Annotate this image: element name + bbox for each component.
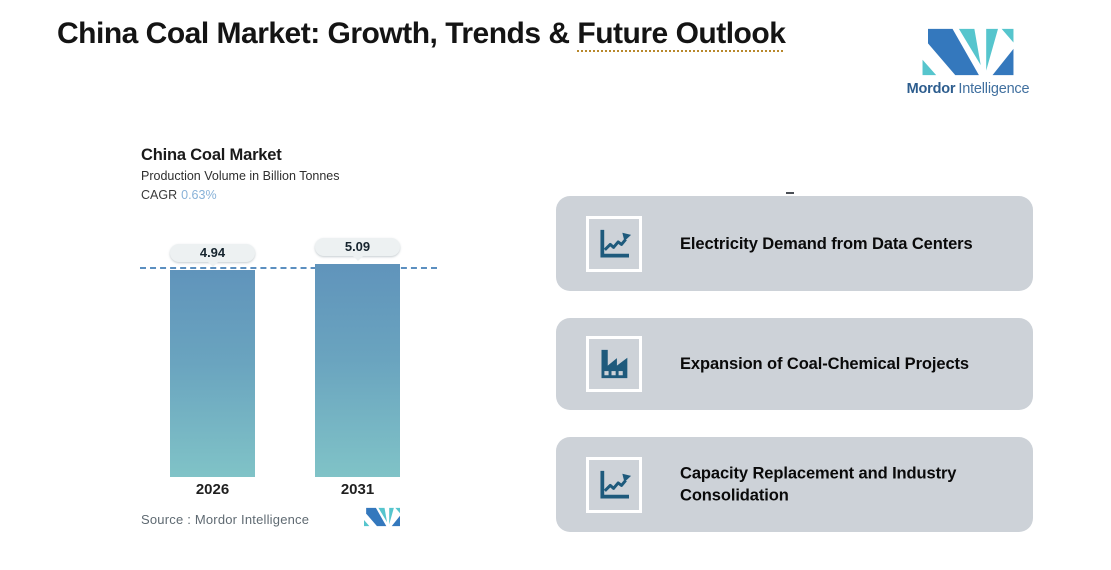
page-title-prefix: China Coal Market: Growth, Trends & — [57, 17, 578, 50]
reference-dashed-line — [140, 267, 437, 269]
driver-card-capacity-replacement: Capacity Replacement and Industry Consol… — [556, 437, 1033, 532]
page-title-underlined: Future Outlook — [577, 17, 786, 50]
card-label: Capacity Replacement and Industry Consol… — [680, 464, 957, 505]
line-chart-up-icon — [600, 229, 632, 258]
value-label-2026: 4.94 — [170, 244, 255, 267]
brand-logo: Mordor Intelligence — [903, 27, 1033, 97]
driver-card-electricity-demand: Electricity Demand from Data Centers — [556, 196, 1033, 291]
mordor-logo-icon — [922, 28, 1014, 76]
chart-subtitle: Production Volume in Billion Tonnes — [141, 169, 340, 183]
x-axis-label-2026: 2026 — [195, 481, 230, 498]
page-title: China Coal Market: Growth, Trends & Futu… — [57, 13, 787, 54]
source-text: Source : Mordor Intelligence — [141, 512, 310, 527]
artifact-speck — [786, 192, 794, 194]
card-label: Expansion of Coal-Chemical Projects — [680, 354, 969, 373]
bar-2031 — [315, 264, 400, 477]
line-chart-up-icon — [600, 470, 632, 499]
card-icon-box — [586, 336, 642, 392]
card-icon-box — [586, 456, 642, 513]
bar-2026 — [170, 270, 255, 477]
cagr-line: CAGR 0.63% — [141, 188, 217, 202]
source-mordor-logo-icon — [364, 507, 400, 527]
x-axis-label-2031: 2031 — [340, 481, 375, 498]
brand-name: Mordor Intelligence — [903, 81, 1033, 97]
value-label-2031: 5.09 — [315, 238, 400, 261]
brand-name-regular: Intelligence — [958, 81, 1030, 97]
chart-title: China Coal Market — [141, 146, 282, 164]
cagr-label: CAGR — [141, 188, 178, 202]
card-icon-box — [586, 215, 642, 272]
brand-name-bold: Mordor — [906, 81, 956, 97]
cagr-value: 0.63% — [181, 188, 217, 202]
factory-icon — [601, 349, 628, 379]
driver-card-coal-chemical: Expansion of Coal-Chemical Projects — [556, 318, 1033, 410]
card-label: Electricity Demand from Data Centers — [680, 234, 973, 253]
